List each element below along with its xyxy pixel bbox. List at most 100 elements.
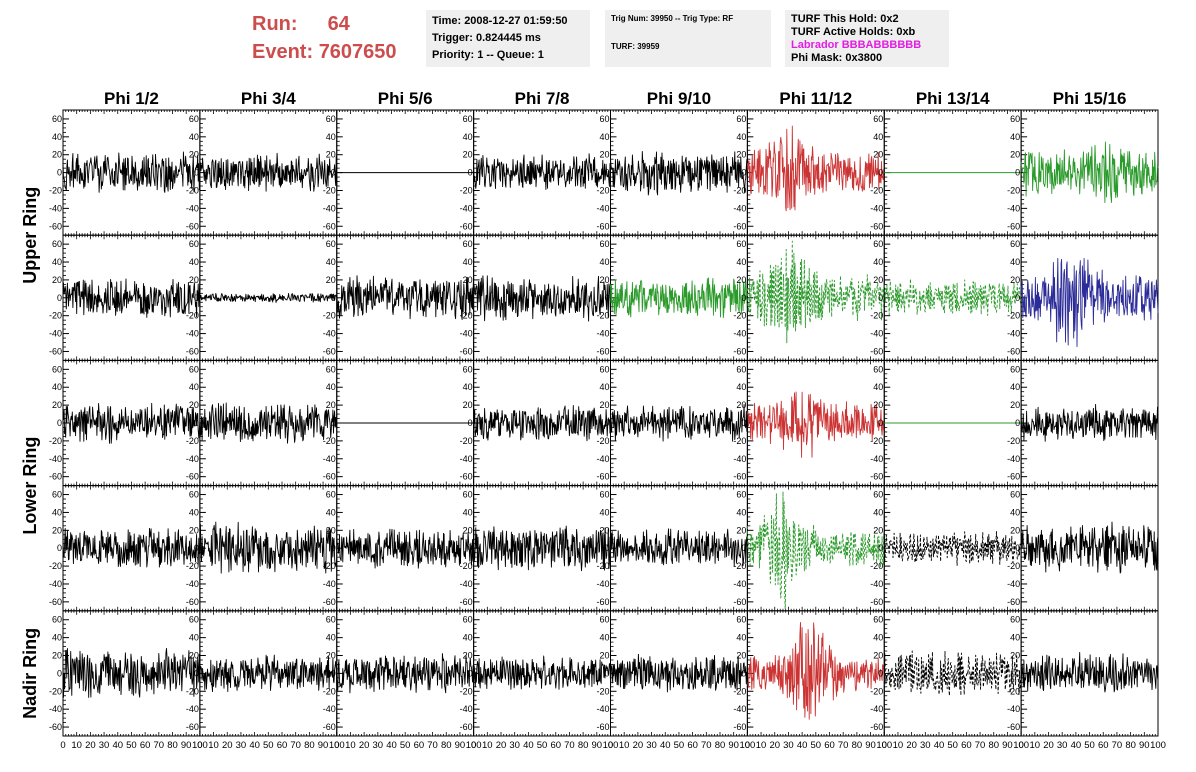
waveform-trace <box>473 153 611 190</box>
ring-label: Lower Ring <box>20 437 40 535</box>
y-tick-label: 60 <box>326 364 336 374</box>
y-tick-label: -40 <box>460 579 473 589</box>
y-tick-label: 0 <box>57 418 62 428</box>
y-tick-label: 40 <box>873 507 883 517</box>
y-tick-label: 0 <box>878 293 883 303</box>
y-tick-label: -20 <box>323 311 336 321</box>
y-tick-label: 20 <box>326 525 336 535</box>
panel-frame <box>473 109 611 236</box>
panel-frame <box>746 485 885 612</box>
y-tick-label: 20 <box>189 525 199 535</box>
y-tick-label: -40 <box>460 329 473 339</box>
y-tick-label: -60 <box>596 221 609 231</box>
y-tick-label: -40 <box>186 329 199 339</box>
y-tick-label: 20 <box>326 400 336 410</box>
y-tick-label: -20 <box>186 561 199 571</box>
y-tick-label: -40 <box>186 454 199 464</box>
y-tick-label: 60 <box>189 239 199 249</box>
y-tick-label: 20 <box>873 150 883 160</box>
waveform-trace <box>62 151 201 193</box>
y-tick-label: 60 <box>326 114 336 124</box>
waveform-trace <box>62 402 201 444</box>
waveform-trace <box>199 654 338 693</box>
y-tick-label: 0 <box>1015 418 1020 428</box>
y-tick-label: 0 <box>604 543 609 553</box>
column-header: Phi 11/12 <box>779 89 852 108</box>
y-tick-label: -60 <box>460 472 473 482</box>
y-tick-label: 0 <box>1015 543 1020 553</box>
y-tick-label: 60 <box>189 364 199 374</box>
y-tick-label: -20 <box>186 436 199 446</box>
waveform-trace <box>62 278 201 318</box>
panel-frame <box>746 234 885 361</box>
y-tick-label: -20 <box>323 561 336 571</box>
y-tick-label: 40 <box>599 257 609 267</box>
y-tick-label: 0 <box>194 418 199 428</box>
y-tick-label: 40 <box>463 257 473 267</box>
y-tick-label: -20 <box>870 436 883 446</box>
y-tick-label: -40 <box>596 329 609 339</box>
waveform-trace <box>473 275 611 322</box>
y-tick-label: 0 <box>331 418 336 428</box>
y-tick-label: -20 <box>596 185 609 195</box>
y-tick-label: 20 <box>326 651 336 661</box>
y-tick-label: -20 <box>733 311 746 321</box>
y-tick-label: 0 <box>604 168 609 178</box>
y-tick-label: -40 <box>596 454 609 464</box>
y-tick-label: 20 <box>1010 525 1020 535</box>
y-tick-label: -60 <box>870 346 883 356</box>
y-tick-label: -60 <box>870 472 883 482</box>
y-tick-label: -60 <box>49 472 62 482</box>
y-tick-label: -60 <box>733 472 746 482</box>
y-tick-label: -20 <box>596 686 609 696</box>
y-tick-label: 20 <box>189 651 199 661</box>
turf-number-text: TURF: 39959 <box>611 42 660 51</box>
y-tick-label: -40 <box>733 329 746 339</box>
run-value: 64 <box>327 13 350 35</box>
trigger-text: Trigger: 0.824445 ms <box>432 32 541 44</box>
y-tick-label: -60 <box>49 722 62 732</box>
y-tick-label: 40 <box>52 507 62 517</box>
y-tick-label: -60 <box>733 597 746 607</box>
y-tick-label: 40 <box>52 132 62 142</box>
y-tick-label: -40 <box>460 203 473 213</box>
y-tick-label: -40 <box>733 203 746 213</box>
y-tick-label: 60 <box>463 114 473 124</box>
y-tick-label: 20 <box>463 651 473 661</box>
y-tick-label: -60 <box>460 346 473 356</box>
y-tick-label: 40 <box>52 382 62 392</box>
y-tick-label: -20 <box>1007 311 1020 321</box>
waveform-trace <box>610 277 748 319</box>
y-tick-label: 40 <box>1010 382 1020 392</box>
y-tick-label: 40 <box>599 132 609 142</box>
y-tick-label: -20 <box>870 561 883 571</box>
y-tick-label: 0 <box>468 293 473 303</box>
y-tick-label: 40 <box>189 257 199 267</box>
y-tick-label: 60 <box>1010 114 1020 124</box>
time-info-box: Time: 2008-12-27 01:59:50 Trigger: 0.824… <box>426 10 590 67</box>
y-tick-label: 20 <box>52 275 62 285</box>
y-tick-label: 60 <box>52 490 62 500</box>
y-tick-label: 60 <box>326 615 336 625</box>
y-tick-label: -20 <box>460 436 473 446</box>
y-tick-label: -20 <box>323 686 336 696</box>
phi-mask-text: Phi Mask: 0x3800 <box>791 52 883 64</box>
y-tick-label: 0 <box>468 168 473 178</box>
column-header: Phi 9/10 <box>647 89 711 108</box>
y-tick-label: 0 <box>741 543 746 553</box>
y-tick-label: 60 <box>326 490 336 500</box>
run-label: Run: <box>252 13 298 35</box>
waveform-trace <box>336 275 475 321</box>
y-tick-label: 40 <box>736 382 746 392</box>
y-tick-label: -60 <box>323 722 336 732</box>
turf-info-box: TURF This Hold: 0x2 TURF Active Holds: 0… <box>785 10 949 67</box>
y-tick-label: -60 <box>186 472 199 482</box>
y-tick-label: 60 <box>1010 490 1020 500</box>
run-line: Run: 64 <box>252 10 422 38</box>
column-header: Phi 1/2 <box>104 89 159 108</box>
y-tick-label: 0 <box>57 168 62 178</box>
y-tick-label: 60 <box>52 615 62 625</box>
y-tick-label: 60 <box>52 239 62 249</box>
y-tick-label: 40 <box>736 132 746 142</box>
y-tick-label: -60 <box>733 346 746 356</box>
